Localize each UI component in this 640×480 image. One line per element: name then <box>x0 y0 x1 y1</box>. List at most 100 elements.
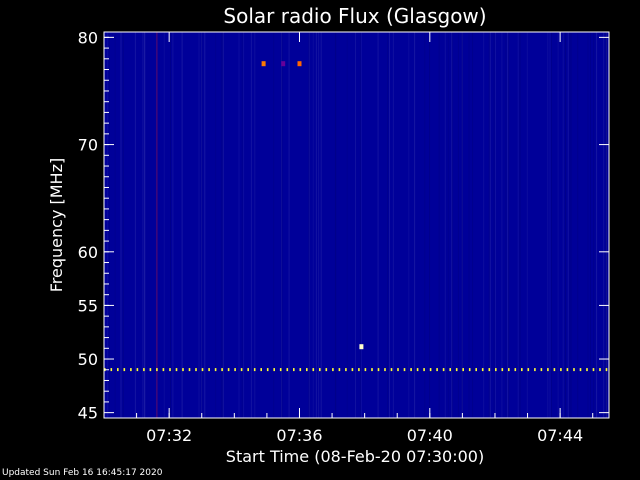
interference-dot <box>397 368 399 372</box>
interference-dot <box>390 368 393 372</box>
texture-stripe <box>577 32 579 418</box>
texture-stripe <box>204 32 206 418</box>
interference-dot <box>208 368 210 372</box>
interference-dot <box>429 368 432 372</box>
texture-stripe <box>243 32 245 418</box>
texture-stripe <box>241 32 243 418</box>
texture-stripe <box>334 32 336 418</box>
texture-stripe <box>389 32 390 418</box>
interference-dot <box>175 368 178 372</box>
interference-dot <box>260 368 262 372</box>
texture-stripe <box>346 32 348 418</box>
texture-stripe <box>557 32 559 418</box>
texture-stripe <box>250 32 252 418</box>
texture-stripe <box>308 32 310 418</box>
interference-dot <box>332 368 334 372</box>
texture-stripe <box>201 32 203 418</box>
updated-timestamp: Updated Sun Feb 16 16:45:17 2020 <box>2 468 163 478</box>
interference-dot <box>325 368 328 372</box>
interference-dot <box>279 368 282 372</box>
interference-dot <box>286 368 289 372</box>
texture-stripe <box>122 32 124 418</box>
plot-frame <box>103 31 610 419</box>
bright-spot <box>359 344 364 350</box>
texture-stripe <box>567 32 569 418</box>
chart-title: Solar radio Flux (Glasgow) <box>223 4 486 28</box>
texture-stripe <box>606 32 607 418</box>
texture-stripe <box>308 32 310 418</box>
texture-stripe <box>273 32 275 418</box>
texture-stripe <box>201 32 202 418</box>
texture-stripe <box>517 32 519 418</box>
interference-dot <box>403 368 406 372</box>
interference-dot <box>462 368 464 372</box>
interference-dot <box>371 368 373 372</box>
interference-dot <box>599 368 601 372</box>
texture-stripe <box>198 32 200 418</box>
texture-stripe <box>222 32 224 418</box>
y-tick-label: 80 <box>78 28 98 47</box>
texture-stripe <box>587 32 589 418</box>
texture-stripe <box>360 32 362 418</box>
interference-dot <box>573 368 575 372</box>
interference-dot <box>247 368 249 372</box>
interference-dot <box>299 368 302 372</box>
interference-dot <box>143 368 145 372</box>
texture-stripe <box>163 32 165 418</box>
interference-dot <box>351 368 354 372</box>
texture-stripe <box>508 32 510 418</box>
texture-stripe <box>120 32 122 418</box>
texture-stripe <box>312 32 314 418</box>
texture-stripe <box>551 32 552 418</box>
interference-dot <box>227 368 230 372</box>
interference-dot <box>481 368 484 372</box>
texture-stripe <box>547 32 549 418</box>
interference-dot <box>566 368 569 372</box>
interference-dot <box>358 368 360 372</box>
interference-dot <box>110 368 113 372</box>
texture-stripe <box>181 32 183 418</box>
interference-dot <box>586 368 588 372</box>
texture-stripe <box>114 32 116 418</box>
interference-dot <box>162 368 165 372</box>
interference-dot <box>201 368 204 372</box>
texture-stripe <box>220 32 222 418</box>
texture-stripe <box>489 32 491 418</box>
texture-stripe <box>565 32 567 418</box>
texture-stripe <box>318 32 320 418</box>
texture-stripe <box>355 32 356 418</box>
texture-stripe <box>603 32 605 418</box>
interference-dot <box>182 368 184 372</box>
interference-dot <box>384 368 386 372</box>
interference-dot <box>149 368 152 372</box>
texture-stripe <box>570 32 572 418</box>
interference-dot <box>188 368 191 372</box>
bright-spot <box>297 61 302 67</box>
texture-stripe <box>505 32 507 418</box>
texture-stripe <box>605 32 607 418</box>
texture-stripe <box>222 32 224 418</box>
texture-stripe <box>281 32 282 418</box>
texture-stripe <box>519 32 521 418</box>
texture-stripe <box>424 32 426 418</box>
interference-dot <box>306 368 308 372</box>
texture-stripe <box>377 32 379 418</box>
interference-dot <box>592 368 595 372</box>
interference-dot <box>436 368 438 372</box>
interference-dot <box>169 368 171 372</box>
y-tick-label: 50 <box>78 350 98 369</box>
texture-stripe <box>549 32 551 418</box>
texture-stripe <box>315 32 317 418</box>
interference-dot <box>488 368 491 372</box>
interference-dot <box>534 368 536 372</box>
texture-stripe <box>447 32 449 418</box>
texture-stripe <box>408 32 410 418</box>
texture-stripe <box>593 32 595 418</box>
interference-dot <box>547 368 549 372</box>
texture-stripe <box>134 32 136 418</box>
interference-dot <box>345 368 347 372</box>
interference-dot <box>605 368 608 372</box>
interference-dot <box>508 368 510 372</box>
interference-dot <box>117 368 119 372</box>
